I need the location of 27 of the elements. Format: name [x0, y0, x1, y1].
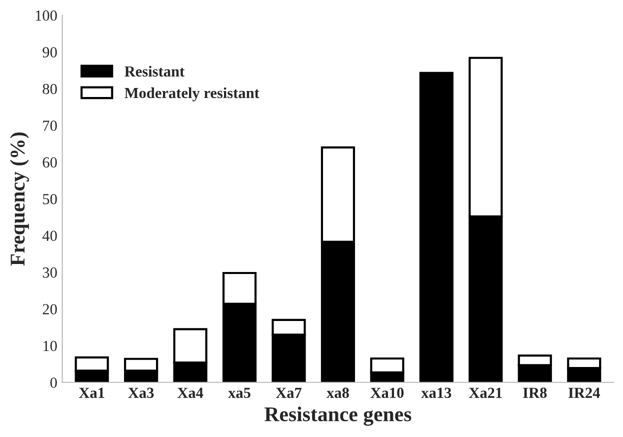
y-tick-label: 60: [42, 157, 57, 168]
legend-label: Resistant: [124, 66, 185, 77]
x-axis-title: Resistance genes: [264, 406, 412, 426]
y-tick-label: 0: [50, 378, 57, 388]
x-tick-label: xa13: [421, 388, 452, 398]
x-tick-label: Xa10: [370, 388, 404, 398]
y-tick-label: 20: [42, 304, 57, 314]
legend-label: Moderately resistant: [124, 87, 260, 102]
y-tick-label: 10: [44, 340, 57, 352]
bar: [419, 72, 454, 382]
x-tick-label: IR8: [523, 388, 547, 398]
y-axis-title: Frequency (%): [10, 132, 29, 266]
x-tick-label: Xa1: [78, 388, 104, 398]
x-tick-label: IR24: [568, 388, 600, 398]
x-tick-label: Xa3: [128, 388, 154, 398]
x-tick-label: Xa4: [177, 388, 204, 398]
y-tick-label: 90: [42, 47, 57, 58]
x-tick-label: xa5: [228, 388, 250, 398]
y-tick-label: 80: [42, 84, 57, 94]
x-tick-label: Xa21: [468, 388, 502, 398]
x-tick-label: Xa7: [276, 388, 302, 398]
x-tick-label: xa8: [326, 388, 349, 398]
y-tick-label: 40: [42, 230, 57, 241]
y-tick-label: 30: [42, 267, 57, 278]
y-tick-label: 50: [43, 194, 57, 204]
y-tick-label: 70: [43, 120, 57, 131]
y-tick-label: 100: [36, 10, 57, 21]
